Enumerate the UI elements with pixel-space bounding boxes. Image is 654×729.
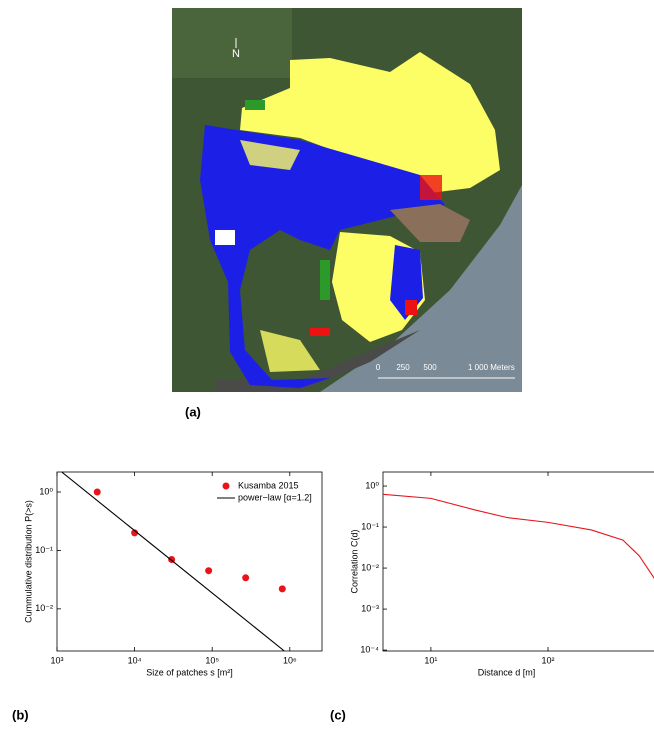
scale-label: 500 xyxy=(423,363,437,372)
map-red xyxy=(310,328,330,336)
y-tick-label: 10⁻¹ xyxy=(361,521,379,531)
plot-area xyxy=(383,494,654,604)
map-red xyxy=(405,300,417,315)
y-tick-label: 10⁻¹ xyxy=(35,545,53,555)
y-axis-label: Cummulative distribution P(>s) xyxy=(23,500,33,623)
point xyxy=(205,567,212,574)
figure: N 0 250 500 1 000 Meters (a) 10³ 10⁴ 10⁵ 10… xyxy=(0,0,654,729)
map: N 0 250 500 1 000 Meters xyxy=(172,8,522,392)
x-tick-label: 10¹ xyxy=(424,655,437,665)
map-green xyxy=(245,100,265,110)
point xyxy=(279,585,286,592)
legend-marker xyxy=(223,483,230,490)
map-white xyxy=(215,230,235,245)
x-tick-label: 10³ xyxy=(50,655,63,665)
panel-label: (a) xyxy=(185,404,201,419)
legend-label: power−law [α=1.2] xyxy=(238,492,312,502)
map-vegetation xyxy=(172,8,292,78)
panel-label: (b) xyxy=(12,707,29,722)
y-tick-label: 10⁻³ xyxy=(361,603,379,613)
y-tick-label: 10⁻² xyxy=(35,603,53,613)
point xyxy=(242,574,249,581)
north-label: N xyxy=(232,48,240,60)
legend-label: Kusamba 2015 xyxy=(238,480,299,490)
y-tick-label: 10⁰ xyxy=(365,480,379,490)
scale-label: 1 000 Meters xyxy=(468,363,515,372)
y-tick-label: 10⁰ xyxy=(39,486,53,496)
x-tick-label: 10⁴ xyxy=(128,655,142,665)
y-axis-label: Correlation C(d) xyxy=(349,529,359,593)
x-axis-label: Distance d [m] xyxy=(478,667,536,677)
map-green xyxy=(320,260,330,300)
x-axis-label: Size of patches s [m²] xyxy=(146,667,233,677)
x-tick-label: 10⁶ xyxy=(283,655,297,665)
line xyxy=(383,494,654,604)
point xyxy=(94,489,101,496)
plot-frame xyxy=(383,472,654,651)
scale-label: 0 xyxy=(376,363,381,372)
scale-label: 250 xyxy=(396,363,410,372)
x-tick-label: 10² xyxy=(542,655,555,665)
y-tick-label: 10⁻⁴ xyxy=(360,644,379,654)
map-red xyxy=(420,175,442,200)
y-tick-label: 10⁻² xyxy=(361,562,379,572)
x-tick-label: 10⁵ xyxy=(205,655,219,665)
panel-label: (c) xyxy=(330,707,346,722)
